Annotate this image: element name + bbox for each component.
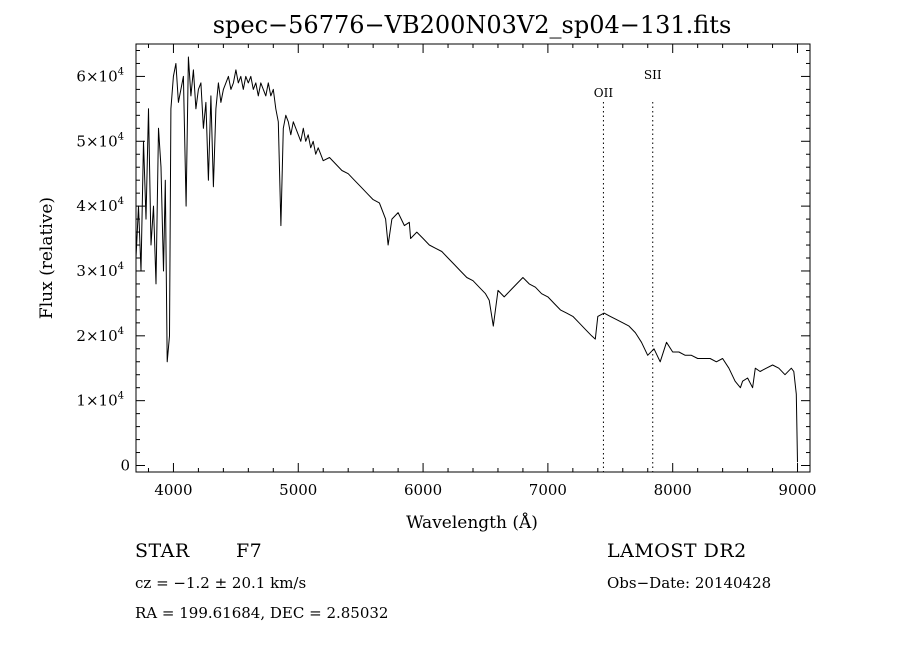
x-tick-label: 7000 — [529, 481, 567, 499]
x-tick-label: 5000 — [279, 481, 317, 499]
y-tick-label: 2×104 — [76, 326, 124, 345]
y-tick-label: 3×104 — [76, 261, 124, 280]
survey-name: LAMOST DR2 — [607, 540, 747, 562]
x-tick-label: 9000 — [778, 481, 816, 499]
emission-line-label: OII — [594, 86, 614, 100]
y-tick-label: 4×104 — [76, 196, 124, 215]
redshift-text: cz = −1.2 ± 20.1 km/s — [135, 574, 307, 592]
x-axis-label: Wavelength (Å) — [406, 512, 538, 533]
object-subclass: F7 — [236, 540, 263, 562]
y-tick-label: 1×104 — [76, 391, 124, 410]
spectrum-series-line — [135, 56, 798, 463]
obs-date: Obs−Date: 20140428 — [607, 574, 772, 592]
x-tick-label: 4000 — [154, 481, 192, 499]
chart-title: spec−56776−VB200N03V2_sp04−131.fits — [213, 11, 732, 39]
emission-line-markers: OII SII — [594, 68, 662, 472]
coordinates-text: RA = 199.61684, DEC = 2.85032 — [135, 604, 389, 622]
y-axis-label: Flux (relative) — [37, 197, 57, 319]
object-class: STAR — [135, 540, 190, 562]
x-tick-label: 6000 — [404, 481, 442, 499]
y-tick-label: 5×104 — [76, 131, 124, 150]
emission-line-label: SII — [644, 68, 662, 82]
y-tick-label: 0 — [120, 457, 130, 475]
y-tick-label: 6×104 — [76, 66, 124, 85]
axis-ticks: 4000 5000 6000 7000 8000 9000 0 1×104 2×104 3×104… — [76, 44, 817, 499]
plot-frame — [135, 43, 811, 473]
x-tick-label: 8000 — [654, 481, 692, 499]
